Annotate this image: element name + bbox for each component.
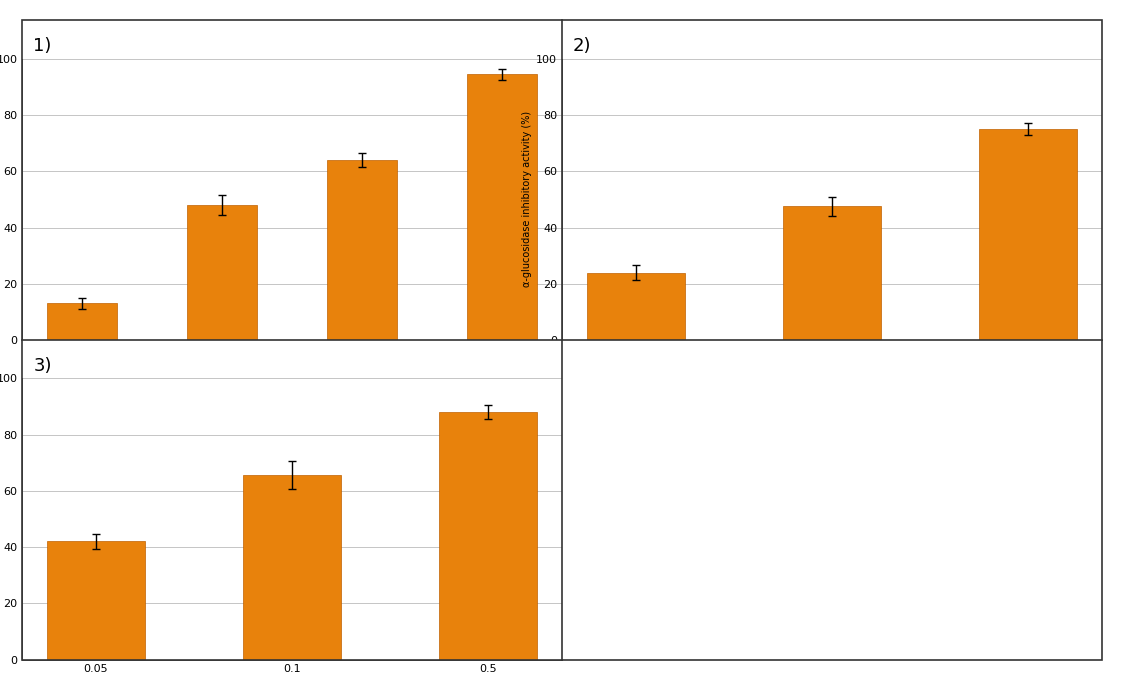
Bar [47,303,117,340]
Bar [47,541,145,660]
Bar [187,205,257,340]
Bar [782,207,881,340]
X-axis label: NICS-1 (mg/mL): NICS-1 (mg/mL) [777,360,887,373]
Text: 3): 3) [34,356,52,375]
Text: 1): 1) [34,37,52,55]
Bar [979,129,1077,340]
Bar [587,273,685,340]
Bar [243,475,342,660]
Bar [439,412,537,660]
Bar [327,160,398,340]
Y-axis label: α-glucosidase inhibitory activity (%): α-glucosidase inhibitory activity (%) [522,112,532,288]
Text: 2): 2) [573,37,591,55]
Bar [468,74,537,340]
X-axis label: CSE (mg/mL): CSE (mg/mL) [247,360,337,373]
